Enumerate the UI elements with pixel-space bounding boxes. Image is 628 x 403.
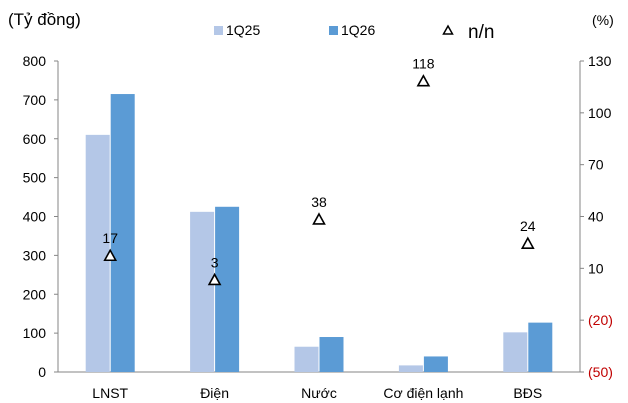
bar-1q26	[528, 322, 553, 372]
right-tick-label: 40	[588, 209, 604, 225]
left-tick-label: 700	[23, 92, 47, 108]
right-tick-label: (20)	[588, 312, 613, 328]
left-tick-label: 100	[23, 325, 47, 341]
yoy-marker	[416, 74, 431, 87]
left-tick-label: 600	[23, 131, 47, 147]
bar-1q25	[294, 346, 319, 372]
yoy-data-label: 17	[102, 230, 118, 246]
yoy-data-label: 38	[311, 194, 327, 210]
bar-1q25	[85, 134, 110, 372]
right-axis-unit: (%)	[592, 12, 614, 28]
bar-1q26	[215, 206, 240, 372]
legend-swatch-1q26	[329, 26, 338, 35]
axes: 0 100 200 300 400 500 600 700 800 (50) (20) 10 40 70 1…	[23, 53, 613, 401]
right-tick-label: 70	[588, 157, 604, 173]
x-tick-label: Điện	[200, 385, 229, 401]
bar-1q25	[190, 211, 215, 372]
legend-label-1q26: 1Q26	[341, 22, 375, 38]
left-tick-label: 200	[23, 286, 47, 302]
yoy-marker	[103, 248, 118, 262]
yoy-marker	[520, 236, 535, 249]
right-tick-label: 10	[588, 260, 604, 276]
yoy-markers: 17 3 38 118 24	[102, 56, 536, 286]
x-tick-label: Cơ điện lạnh	[383, 385, 463, 401]
left-tick-label: 800	[23, 53, 47, 69]
bar-1q25	[398, 365, 423, 372]
legend-triangle-marker	[442, 24, 454, 35]
yoy-data-label: 24	[520, 218, 536, 234]
left-axis-unit: (Tỷ đồng)	[8, 10, 81, 29]
yoy-marker	[312, 212, 326, 225]
legend-swatch-1q25	[214, 26, 223, 35]
left-tick-label: 0	[38, 364, 46, 380]
right-tick-label: 130	[588, 53, 612, 69]
left-tick-label: 500	[23, 170, 47, 186]
right-tick-label: 100	[588, 105, 612, 121]
left-tick-label: 400	[23, 209, 47, 225]
yoy-data-label: 3	[211, 254, 219, 270]
bar-1q26	[319, 337, 344, 372]
legend-label-yoy: n/n	[468, 22, 494, 43]
bar-1q26	[110, 94, 135, 372]
yoy-data-label: 118	[412, 56, 435, 72]
legend: 1Q25 1Q26 n/n	[214, 22, 494, 43]
x-tick-label: Nước	[301, 385, 337, 401]
left-tick-label: 300	[23, 247, 47, 263]
x-tick-label: BĐS	[513, 385, 542, 401]
yoy-marker	[207, 272, 222, 286]
bar-1q25	[503, 332, 528, 372]
x-tick-label: LNST	[92, 385, 128, 401]
bars	[85, 94, 553, 372]
bar-1q26	[423, 356, 448, 372]
legend-label-1q25: 1Q25	[226, 22, 260, 38]
right-tick-label: (50)	[588, 364, 613, 380]
